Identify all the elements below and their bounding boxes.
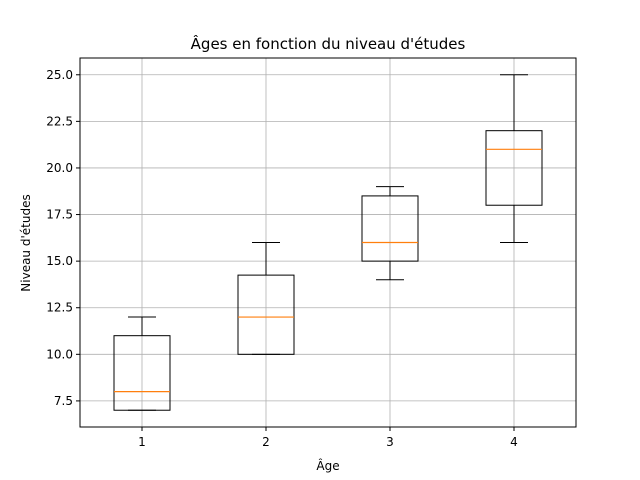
box-layer	[113, 74, 543, 411]
box-2	[237, 242, 295, 355]
plot-frame	[79, 57, 577, 428]
y-tick-label: 22.5	[46, 114, 73, 128]
box-1	[113, 316, 171, 411]
y-axis-label: Niveau d'études	[19, 194, 33, 291]
x-tick-label: 4	[510, 435, 518, 449]
box-3	[361, 186, 419, 281]
iqr-box	[485, 130, 543, 206]
chart-title: Âges en fonction du niveau d'études	[191, 34, 466, 53]
x-tick-label: 2	[262, 435, 270, 449]
y-tick-label: 20.0	[46, 161, 73, 175]
iqr-box	[361, 195, 419, 262]
axis-layer: 1 2 3 4 7.5 10.0 12.5 15.0 17.5 20.0 22.5 25.0	[46, 57, 577, 449]
y-tick-label: 10.0	[46, 347, 73, 361]
x-tick-label: 1	[138, 435, 146, 449]
x-tick-label: 3	[386, 435, 394, 449]
y-tick-label: 7.5	[54, 394, 73, 408]
x-axis-label: Âge	[316, 458, 339, 473]
grid-layer	[80, 58, 576, 427]
box-4	[485, 74, 543, 243]
y-tick-label: 12.5	[46, 301, 73, 315]
y-tick-label: 25.0	[46, 68, 73, 82]
y-tick-label: 17.5	[46, 208, 73, 222]
iqr-box	[237, 274, 295, 355]
iqr-box	[113, 335, 171, 411]
y-tick-label: 15.0	[46, 254, 73, 268]
